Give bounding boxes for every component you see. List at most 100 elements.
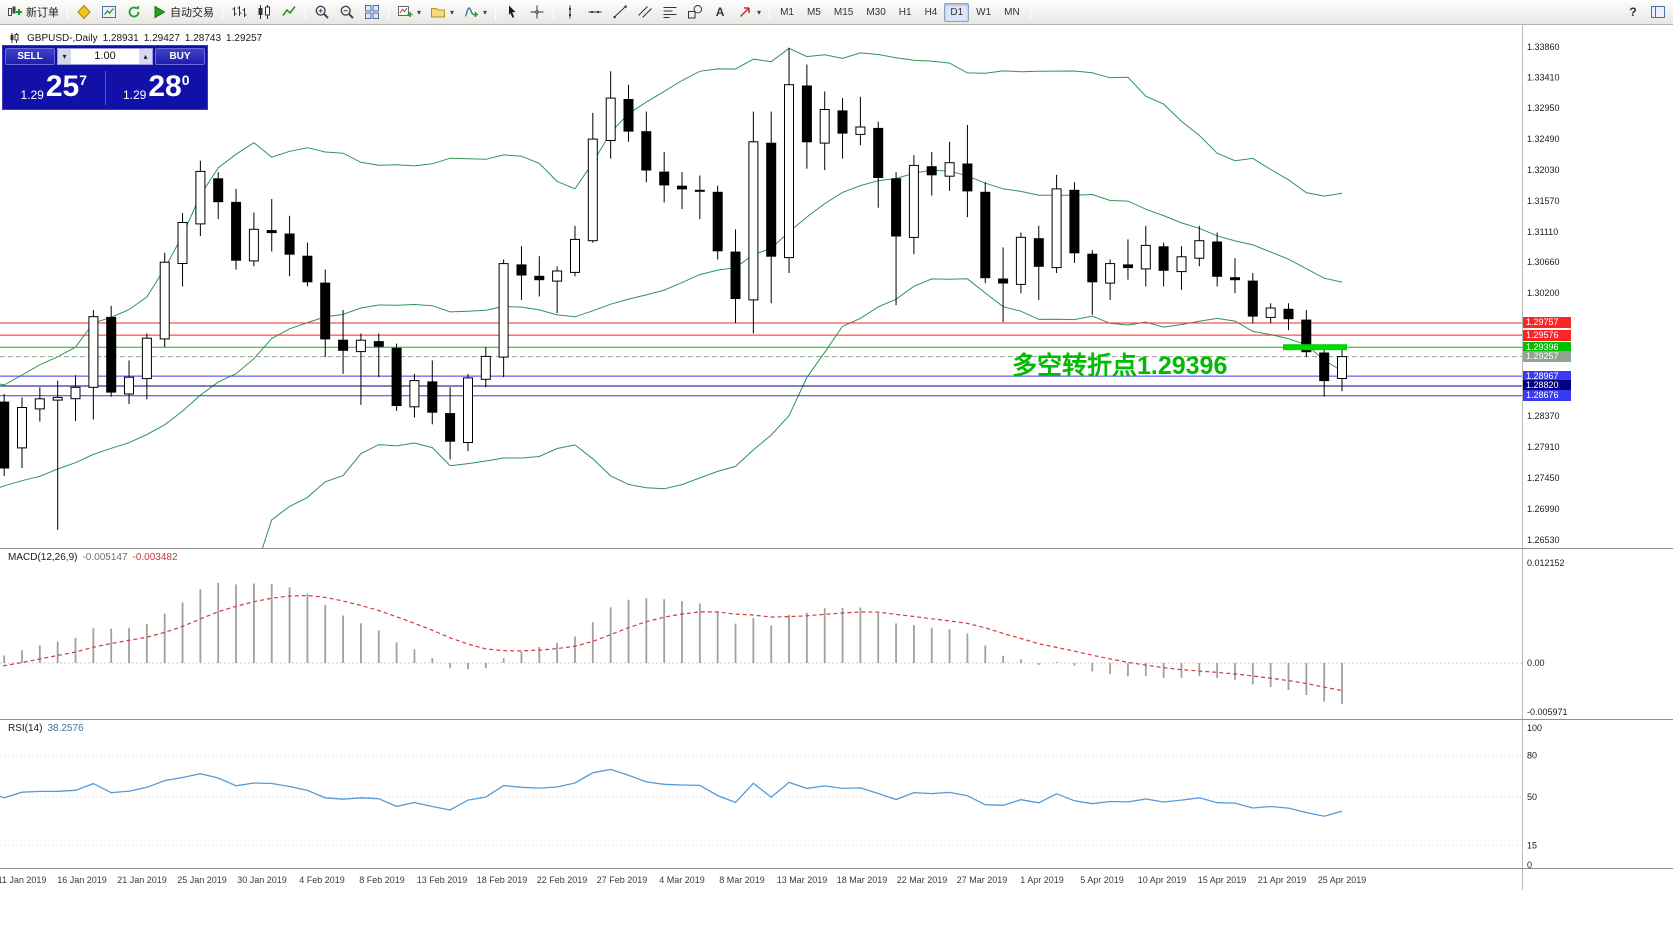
timeframe-mn-button[interactable]: MN [998, 3, 1026, 22]
macd-label: MACD(12,26,9) -0.005147 -0.003482 [8, 552, 178, 563]
price-axis-border [1522, 25, 1523, 890]
timeframe-d1-button[interactable]: D1 [944, 2, 970, 22]
price-line-label: 1.28967 [1523, 371, 1571, 382]
macd-panel[interactable] [0, 582, 1522, 704]
tile-windows-icon [364, 4, 380, 20]
rsi-panel[interactable] [0, 755, 1522, 846]
svg-text:18 Feb 2019: 18 Feb 2019 [477, 875, 528, 885]
svg-text:8 Mar 2019: 8 Mar 2019 [719, 875, 765, 885]
toolbar-separator [769, 3, 771, 21]
rsi-line [0, 768, 1343, 817]
zoom-out-button[interactable] [335, 2, 359, 23]
svg-text:1.28370: 1.28370 [1527, 411, 1560, 421]
fibonacci-button[interactable] [658, 2, 682, 23]
sell-price-prefix: 1.29 [20, 88, 44, 102]
main-chart-panel[interactable] [0, 47, 1522, 605]
svg-text:1.32490: 1.32490 [1527, 134, 1560, 144]
one-click-trading-panel: SELL ▾ 1.00 ▴ BUY 1.29 25 7 1.29 28 0 [2, 45, 208, 110]
refresh-button[interactable] [122, 2, 146, 23]
svg-text:4 Feb 2019: 4 Feb 2019 [299, 875, 345, 885]
svg-text:22 Mar 2019: 22 Mar 2019 [897, 875, 948, 885]
volume-value[interactable]: 1.00 [94, 50, 116, 62]
autotrading-icon [151, 4, 167, 20]
market-watch-button[interactable] [97, 2, 121, 23]
panel-separator[interactable] [0, 868, 1673, 869]
autotrading-button[interactable]: 自动交易 [147, 2, 218, 23]
volume-increase-icon[interactable]: ▴ [139, 49, 152, 64]
sell-price-button[interactable]: 1.29 25 7 [3, 67, 105, 109]
zoom-in-button[interactable] [310, 2, 334, 23]
crosshair-button[interactable] [525, 2, 549, 23]
vertical-line-icon [562, 4, 578, 20]
turning-point-annotation[interactable]: 多空转折点1.29396 [1012, 352, 1228, 380]
shapes-button[interactable] [683, 2, 707, 23]
timeframe-w1-button[interactable]: W1 [970, 3, 997, 22]
channel-button[interactable] [633, 2, 657, 23]
price-axis[interactable]: 1.33860 1.33410 1.32950 1.32490 1.32030 1.315… [1527, 42, 1560, 545]
svg-text:0: 0 [1527, 860, 1532, 870]
date-axis[interactable]: 11 Jan 2019 16 Jan 2019 21 Jan 2019 25 Jan … [0, 875, 1366, 885]
turning-point-segment[interactable] [1283, 344, 1347, 351]
volume-control[interactable]: ▾ 1.00 ▴ [57, 48, 153, 65]
chart-icon [6, 30, 22, 46]
panels-button[interactable] [1646, 2, 1670, 23]
timeframe-h1-button[interactable]: H1 [893, 3, 918, 22]
svg-text:15: 15 [1527, 840, 1537, 850]
svg-text:27 Mar 2019: 27 Mar 2019 [957, 875, 1008, 885]
svg-text:1.31570: 1.31570 [1527, 196, 1560, 206]
main-toolbar: 新订单 自动交易 ▾ ▾ ▾ A ▾ M1 M5 M15 M30 H1 H4 D1 W1 MN? [0, 0, 1673, 25]
buy-button[interactable]: BUY [155, 48, 205, 65]
rsi-label: RSI(14) 38.2576 [8, 723, 84, 734]
new-chart-icon [397, 4, 413, 20]
timeframe-h4-button[interactable]: H4 [919, 3, 944, 22]
cursor-button[interactable] [500, 2, 524, 23]
autotrading-label: 自动交易 [170, 7, 214, 19]
svg-text:21 Jan 2019: 21 Jan 2019 [117, 875, 167, 885]
panel-separator[interactable] [0, 548, 1673, 549]
symbol-period-label: GBPUSD-,Daily [27, 32, 98, 44]
sell-button[interactable]: SELL [5, 48, 55, 65]
shapes-icon [687, 4, 703, 20]
buy-price-point: 0 [181, 72, 190, 88]
vertical-line-button[interactable] [558, 2, 582, 23]
macd-signal-line [0, 594, 1343, 692]
svg-text:13 Feb 2019: 13 Feb 2019 [417, 875, 468, 885]
new-chart-button[interactable]: ▾ [393, 2, 425, 23]
new-order-button[interactable]: 新订单 [3, 2, 63, 23]
chart-canvas[interactable]: 1.33860 1.33410 1.32950 1.32490 1.32030 1.315… [0, 25, 1673, 947]
svg-text:5 Apr 2019: 5 Apr 2019 [1080, 875, 1124, 885]
candle-chart-button[interactable] [252, 2, 276, 23]
tile-windows-button[interactable] [360, 2, 384, 23]
svg-text:10 Apr 2019: 10 Apr 2019 [1138, 875, 1187, 885]
line-chart-button[interactable] [277, 2, 301, 23]
svg-text:25 Jan 2019: 25 Jan 2019 [177, 875, 227, 885]
help-button[interactable]: ? [1621, 2, 1645, 23]
profiles-button[interactable]: ▾ [426, 2, 458, 23]
svg-text:27 Feb 2019: 27 Feb 2019 [597, 875, 648, 885]
line-chart-icon [281, 4, 297, 20]
svg-text:0.012152: 0.012152 [1527, 558, 1565, 568]
metaeditor-button[interactable] [72, 2, 96, 23]
timeframe-m15-button[interactable]: M15 [828, 3, 859, 22]
trendline-button[interactable] [608, 2, 632, 23]
volume-dropdown-icon[interactable]: ▾ [58, 49, 71, 64]
rsi-axis: 100 80 50 15 0 [1527, 723, 1542, 870]
horizontal-line-button[interactable] [583, 2, 607, 23]
toolbar-separator [305, 3, 306, 21]
svg-text:1.26990: 1.26990 [1527, 504, 1560, 514]
timeframe-m5-button[interactable]: M5 [801, 3, 827, 22]
market-watch-icon [101, 4, 117, 20]
buy-price-button[interactable]: 1.29 28 0 [106, 67, 208, 109]
candlestick-chart-icon [256, 4, 272, 20]
indicators-button[interactable]: ▾ [459, 2, 491, 23]
svg-text:15 Apr 2019: 15 Apr 2019 [1198, 875, 1247, 885]
price-divider [104, 71, 106, 105]
timeframe-m1-button[interactable]: M1 [774, 3, 800, 22]
bar-chart-button[interactable] [227, 2, 251, 23]
svg-text:18 Mar 2019: 18 Mar 2019 [837, 875, 888, 885]
svg-text:-0.005971: -0.005971 [1527, 707, 1568, 717]
arrows-tool-button[interactable]: ▾ [733, 2, 765, 23]
panel-separator[interactable] [0, 719, 1673, 720]
text-tool-button[interactable]: A [708, 2, 732, 23]
timeframe-m30-button[interactable]: M30 [860, 3, 891, 22]
